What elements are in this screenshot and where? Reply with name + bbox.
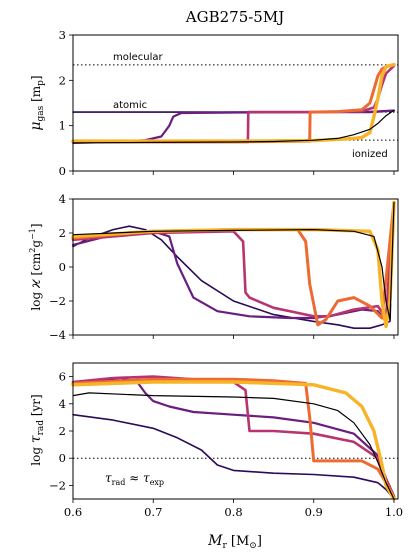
y-tick-label: 0: [59, 451, 66, 465]
panel2-ylabel-mid: g: [29, 240, 43, 248]
ref-label-ionized: ionized: [352, 149, 388, 160]
x-axis-label-close: ]: [257, 534, 262, 549]
x-tick-label: 1.0: [385, 505, 403, 519]
series-line-4: [71, 377, 396, 500]
panel2-ylabel-close: ]: [29, 223, 43, 228]
panel3-ylabel-sym: τ: [28, 435, 44, 443]
series-line-6: [72, 201, 395, 321]
y-tick-label: −2: [49, 294, 66, 308]
x-tick-label: 0.9: [305, 505, 323, 519]
y-tick-label: 4: [59, 397, 66, 411]
tau-annotation-sym1: τ: [105, 471, 112, 485]
x-axis-label-sun: ⊙: [249, 541, 257, 551]
panel3-frame: [72, 362, 399, 500]
panel2-ylabel-sym: ϰ: [28, 279, 44, 289]
panel3-curves: [71, 375, 396, 501]
panel2-ylabel: log ϰ [cm2g−1]: [28, 223, 44, 310]
series-line-5: [71, 200, 396, 329]
panel3-ticks: −2 0 2 4 6 0.6 0.7 0.8 0.9 1.0: [49, 370, 403, 519]
series-line-1: [72, 413, 395, 500]
panel3-ylabel: log τrad [yr]: [28, 394, 46, 465]
ref-label-atomic: atomic: [113, 100, 147, 111]
panel1-ticks: 0 1 2 3: [59, 28, 395, 178]
series-line-4: [71, 200, 396, 327]
series-line-3: [71, 201, 396, 320]
panel2-ylabel-sup2: −1: [28, 228, 37, 240]
y-tick-label: −4: [49, 328, 66, 342]
ref-label-molecular: molecular: [113, 52, 164, 63]
y-tick-label: 6: [59, 370, 66, 384]
y-tick-label: 2: [59, 73, 66, 87]
panel1-ylabel-unit-sub: p: [36, 80, 46, 86]
y-tick-label: −2: [49, 478, 66, 492]
panel1-ylabel: μgas [mp]: [28, 75, 46, 130]
panel3-ylabel-pre: log: [29, 443, 43, 466]
series-line-1: [72, 201, 395, 330]
panel2-curves: [71, 200, 396, 330]
y-tick-label: 2: [59, 424, 66, 438]
series-line-5: [71, 380, 396, 501]
panel1-ylabel-unit: [m: [29, 85, 43, 105]
panel2-ticks: −4 −2 0 2 4: [49, 192, 395, 342]
y-tick-label: 4: [59, 192, 66, 206]
tau-annotation-sub1: rad: [112, 478, 126, 487]
panel3-ylabel-sub: rad: [36, 420, 46, 436]
figure-title: AGB275-5MJ: [185, 8, 284, 26]
panel1-ylabel-sym: μ: [28, 121, 44, 130]
x-axis-label-unit-open: [M: [231, 534, 249, 549]
panel3-ylabel-unit: [yr]: [29, 394, 43, 420]
tau-annotation-sub2: exp: [150, 478, 164, 487]
tau-annotation: τrad ≈ τexp: [105, 471, 164, 487]
y-tick-label: 0: [59, 164, 66, 178]
x-tick-label: 0.6: [64, 505, 82, 519]
series-line-3: [71, 375, 396, 498]
x-axis-label-sub: r: [222, 541, 227, 551]
panel2-ylabel-pre: log: [29, 288, 43, 311]
y-tick-label: 3: [59, 28, 66, 42]
panel1-ylabel-close: ]: [29, 75, 43, 80]
panel1-curves: [71, 62, 396, 144]
x-tick-label: 0.7: [144, 505, 162, 519]
series-line-6: [72, 109, 395, 144]
y-tick-label: 1: [59, 119, 66, 133]
x-tick-label: 0.8: [224, 505, 242, 519]
panel2-ylabel-unit: [cm: [29, 252, 43, 279]
series-line-2: [71, 201, 396, 323]
tau-annotation-approx: ≈: [125, 471, 143, 485]
x-axis-label-main: M: [207, 533, 223, 549]
panel2-ylabel-sup1: 2: [28, 248, 37, 253]
panel2-frame: [72, 198, 399, 336]
panel1-frame: [72, 34, 399, 172]
y-tick-label: 0: [59, 260, 66, 274]
panel-mu-gas: μgas [mp] 0 1 2 3 molecular atomic ionized: [28, 28, 399, 178]
y-tick-label: 2: [59, 226, 66, 240]
tau-annotation-sym2: τ: [143, 471, 150, 485]
series-line-6: [72, 392, 395, 500]
panel1-ylabel-sub: gas: [36, 105, 46, 121]
x-axis-label: Mr [M⊙]: [207, 533, 262, 551]
